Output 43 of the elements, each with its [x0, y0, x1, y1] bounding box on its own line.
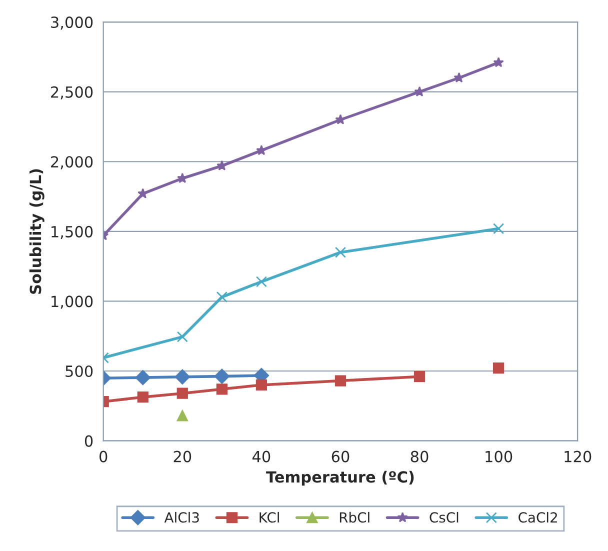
x-tick-label: 0 [100, 450, 108, 462]
x-tick-label: 100 [486, 450, 512, 462]
point [138, 188, 148, 198]
x-axis-title: Temperature (ºC) [266, 470, 414, 486]
legend-label: AlCl3 [164, 512, 199, 523]
legend-label: RbCl [340, 512, 370, 523]
point [176, 388, 188, 399]
point [176, 410, 188, 422]
point [256, 144, 267, 156]
x-tick-label: 40 [252, 450, 270, 462]
point [335, 114, 346, 124]
y-tick-label: 2,500 [51, 86, 93, 100]
point [256, 276, 267, 288]
y-tick-label: 3,000 [51, 16, 93, 30]
legend-label: CaCl2 [518, 512, 557, 523]
x-tick-label: 80 [410, 450, 428, 462]
legend-label: CsCl [430, 512, 458, 523]
point [176, 331, 188, 342]
point [493, 56, 504, 68]
y-tick-label: 1,500 [52, 226, 93, 239]
y-tick-label: 500 [66, 365, 93, 378]
point [174, 369, 190, 384]
x-tick-label: 60 [332, 450, 350, 462]
point [216, 160, 228, 170]
point [414, 371, 426, 382]
y-tick-label: 0 [84, 435, 93, 447]
point [216, 384, 228, 395]
point [137, 392, 148, 403]
point [493, 362, 504, 374]
point [334, 246, 346, 258]
y-tick-label: 1,000 [52, 296, 93, 309]
point [493, 223, 504, 234]
y-tick-label: 2,000 [51, 156, 93, 170]
point [454, 72, 464, 82]
legend-label: KCl [260, 512, 279, 523]
x-tick-label: 120 [564, 450, 592, 462]
point [334, 375, 346, 386]
point [256, 379, 267, 391]
point [214, 368, 230, 384]
y-axis-title: Solubility (g/L) [29, 169, 44, 294]
point [135, 370, 150, 386]
x-tick-label: 20 [174, 450, 192, 462]
point [216, 291, 228, 303]
